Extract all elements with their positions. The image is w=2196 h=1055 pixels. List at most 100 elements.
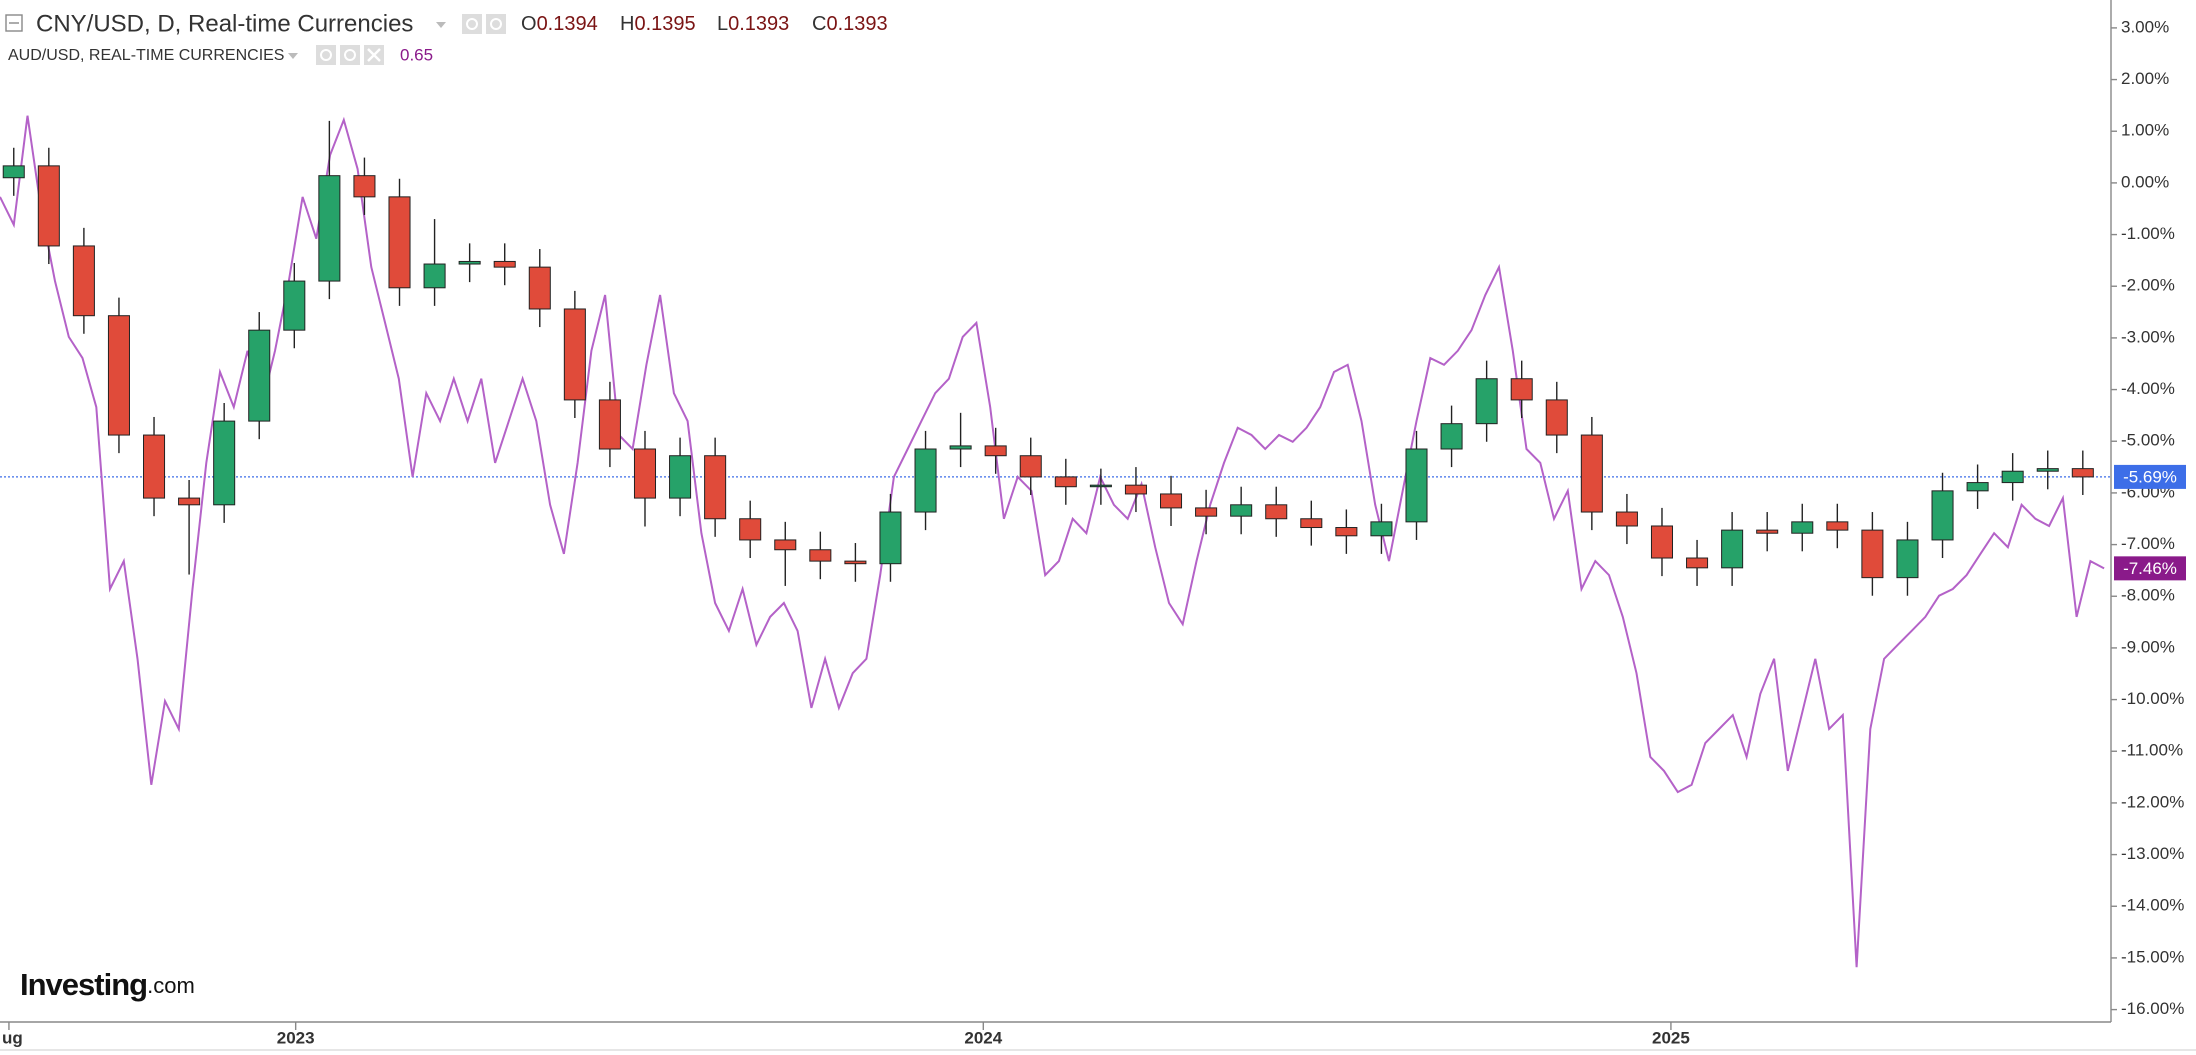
- x-tick-label: 2023: [277, 1028, 315, 1047]
- candle-body: [1124, 484, 1147, 495]
- eye-icon[interactable]: [462, 14, 482, 34]
- plot-area: [0, 115, 2111, 968]
- candle-body: [283, 280, 306, 331]
- candle-body: [2071, 468, 2094, 478]
- candle-body: [1510, 378, 1533, 401]
- series-line: [0, 115, 2105, 968]
- candle-body: [1686, 557, 1709, 569]
- y-tick-label: -12.00%: [2121, 792, 2184, 811]
- last-price: 0.65: [400, 45, 433, 64]
- ohlc-legend: O0.1394 H0.1395 L0.1393 C0.1393: [521, 13, 888, 35]
- candle-body: [318, 175, 341, 282]
- ohlc-item: L0.1393: [717, 13, 789, 35]
- x-tick-label: 2025: [1652, 1028, 1690, 1047]
- candle-body: [704, 455, 727, 520]
- current-label-box: [2114, 556, 2186, 581]
- candle-body: [1721, 529, 1744, 569]
- settings-icon-mark: [490, 18, 502, 30]
- ohlc-letter: L: [717, 13, 728, 35]
- candle-body: [1054, 476, 1077, 488]
- candle-body: [984, 445, 1007, 457]
- y-tick-label: 1.00%: [2121, 121, 2169, 140]
- candle-body: [528, 266, 551, 310]
- y-tick-label: -10.00%: [2121, 689, 2184, 708]
- candle-body: [633, 448, 657, 499]
- y-tick-label: -3.00%: [2121, 327, 2175, 346]
- ohlc-letter: O: [521, 13, 537, 35]
- candle-body: [143, 434, 166, 499]
- y-tick-label: -2.00%: [2121, 276, 2175, 295]
- current-label: -7.46%: [2123, 559, 2177, 578]
- candle-body: [178, 497, 201, 506]
- y-tick-label: -16.00%: [2121, 999, 2184, 1018]
- remove-icon-mark: [367, 48, 381, 62]
- y-tick-label: -8.00%: [2121, 586, 2175, 605]
- candle-body: [1405, 448, 1428, 523]
- watermark-suffix: .com: [147, 973, 195, 998]
- candle-body: [2001, 470, 2024, 484]
- ohlc-item: O0.1394: [521, 13, 598, 35]
- candle-body: [809, 549, 832, 562]
- candle-body: [493, 260, 516, 268]
- current-label: -5.69%: [2123, 467, 2177, 486]
- candle-body: [949, 445, 972, 450]
- candle-body: [1896, 539, 1919, 579]
- candle-body: [1861, 529, 1884, 579]
- settings-icon[interactable]: [340, 45, 360, 65]
- candle-body: [1230, 504, 1253, 517]
- dropdown-caret[interactable]: [436, 22, 446, 28]
- eye-icon-mark: [320, 49, 332, 61]
- candle-body: [1019, 455, 1042, 478]
- candle-body: [353, 175, 376, 198]
- candle-body: [844, 560, 867, 565]
- candle-body: [1335, 527, 1358, 537]
- y-tick-label: -15.00%: [2121, 947, 2184, 966]
- y-tick-label: -1.00%: [2121, 224, 2175, 243]
- collapse-icon[interactable]: [5, 14, 23, 32]
- candle-body: [1440, 423, 1463, 450]
- y-tick-label: -5.00%: [2121, 431, 2175, 450]
- watermark-name: Investing: [20, 967, 147, 1002]
- candle-body: [598, 399, 621, 450]
- candle-body: [1615, 511, 1638, 527]
- candle-body: [213, 420, 236, 506]
- watermark: Investing.com: [20, 967, 195, 1002]
- y-tick-label: -14.00%: [2121, 896, 2184, 915]
- candle-body: [248, 329, 271, 422]
- ohlc-value: 0.1393: [728, 13, 789, 35]
- candle-body: [107, 315, 130, 436]
- ohlc-value: 0.1395: [634, 13, 695, 35]
- ohlc-value: 0.1394: [537, 13, 598, 35]
- candle-body: [563, 308, 586, 401]
- dropdown-caret[interactable]: [288, 53, 298, 59]
- ohlc-item: H0.1395: [620, 13, 696, 35]
- x-tick-label: 2024: [964, 1028, 1002, 1047]
- candle-body: [1089, 484, 1112, 488]
- ohlc-item: C0.1393: [812, 13, 888, 35]
- y-tick-label: 0.00%: [2121, 172, 2169, 191]
- ohlc-value: 0.1393: [826, 13, 887, 35]
- candle-body: [1159, 493, 1183, 509]
- y-tick-label: -9.00%: [2121, 637, 2175, 656]
- series-name: CNY/USD, D, Real-time Currencies: [36, 10, 413, 37]
- candle-body: [739, 518, 762, 541]
- candle-body: [2, 165, 25, 179]
- current-label-box: [2114, 464, 2186, 489]
- candle-body: [774, 539, 797, 551]
- candle-body: [388, 196, 411, 289]
- candle-body: [1931, 490, 1954, 541]
- settings-icon[interactable]: [486, 14, 506, 34]
- candle-body: [914, 448, 937, 513]
- ohlc-letter: C: [812, 13, 826, 35]
- candle-body: [669, 455, 692, 499]
- x-tick-label: ug: [2, 1028, 23, 1047]
- eye-icon[interactable]: [316, 45, 336, 65]
- series-name: AUD/USD, REAL-TIME CURRENCIES: [8, 47, 284, 64]
- candle-body: [458, 260, 481, 265]
- candle-body: [423, 263, 446, 289]
- candle-body: [1756, 529, 1779, 534]
- candle-body: [1966, 482, 1989, 492]
- y-tick-label: -4.00%: [2121, 379, 2175, 398]
